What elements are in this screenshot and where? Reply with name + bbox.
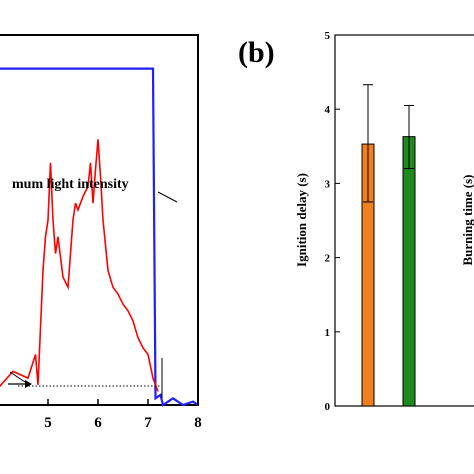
x-tick-label: 7 — [144, 415, 152, 431]
series-signal-line — [0, 139, 159, 392]
panel-a-x-ticks: 5 6 7 8 — [44, 399, 202, 431]
panel-b-title: (b) — [238, 36, 275, 69]
panel-b-bars — [361, 84, 416, 407]
y-tick-label: 1 — [325, 327, 331, 339]
annotation-max-light: mum light intensity — [12, 177, 129, 192]
panel-b-y-ticks: 0 1 2 3 4 5 — [325, 30, 340, 413]
x-tick-label: 6 — [94, 415, 102, 431]
panel-a-frame — [0, 34, 199, 406]
annotation-max-light-arrow — [157, 191, 178, 203]
y-axis-label-right: Burning time (s) — [460, 175, 474, 266]
annotation-time-leader — [9, 371, 26, 383]
x-tick-label: 8 — [194, 415, 202, 431]
time-arrow-head — [25, 380, 32, 388]
y-tick-label: 0 — [325, 401, 331, 413]
series-trigger-line — [0, 67, 199, 407]
y-tick-label: 4 — [325, 104, 331, 116]
bar — [402, 136, 416, 407]
y-tick-label: 5 — [325, 30, 331, 42]
panel-b: (b) 0 1 2 3 4 5 Ignition delay (s) Burning ti… — [238, 30, 474, 413]
panel-a: 5 6 7 8 mum light intensity — [0, 34, 202, 431]
x-tick-label: 5 — [44, 415, 52, 431]
y-axis-label-left: Ignition delay (s) — [294, 173, 309, 267]
y-tick-label: 2 — [325, 253, 331, 265]
y-tick-label: 3 — [325, 178, 331, 190]
